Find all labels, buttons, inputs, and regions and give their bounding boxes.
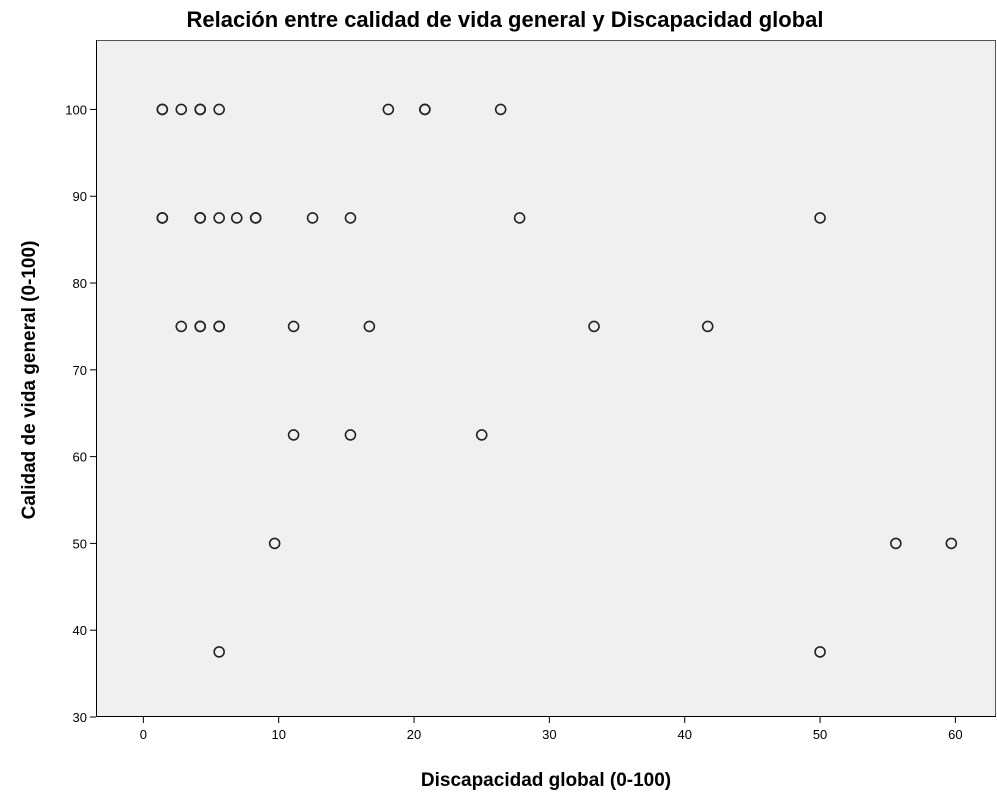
data-points bbox=[156, 103, 958, 658]
chart-title: Relación entre calidad de vida general y… bbox=[186, 7, 823, 32]
x-tick-label: 10 bbox=[271, 727, 285, 742]
data-point bbox=[213, 212, 225, 224]
data-point bbox=[213, 103, 225, 116]
x-tick-label: 60 bbox=[948, 727, 962, 742]
data-point bbox=[213, 646, 225, 658]
data-point bbox=[513, 212, 526, 224]
y-tick-label: 70 bbox=[73, 363, 87, 378]
data-point bbox=[156, 103, 169, 116]
x-tick-label: 20 bbox=[407, 727, 421, 742]
x-tick-label: 30 bbox=[542, 727, 556, 742]
y-tick-label: 80 bbox=[73, 276, 87, 291]
y-axis-label: Calidad de vida general (0-100) bbox=[19, 241, 40, 520]
x-axis-label: Discapacidad global (0-100) bbox=[421, 770, 671, 791]
data-point bbox=[494, 103, 507, 116]
data-point bbox=[175, 103, 188, 116]
data-point bbox=[194, 103, 207, 116]
data-point bbox=[890, 537, 902, 550]
plot-area bbox=[96, 40, 996, 717]
data-point bbox=[306, 212, 319, 224]
x-tick-label: 50 bbox=[813, 727, 827, 742]
data-point bbox=[419, 103, 431, 116]
data-point bbox=[194, 320, 207, 333]
y-tick-label: 100 bbox=[65, 102, 87, 117]
data-point bbox=[344, 429, 357, 441]
data-point bbox=[287, 320, 300, 333]
x-axis-ticks: 0 10 20 30 40 50 60 bbox=[140, 717, 963, 742]
data-point bbox=[814, 212, 826, 224]
data-point bbox=[701, 320, 714, 333]
data-point bbox=[588, 320, 600, 333]
data-point bbox=[249, 212, 262, 224]
x-tick-label: 40 bbox=[677, 727, 691, 742]
data-point bbox=[814, 646, 826, 658]
data-point bbox=[363, 320, 376, 333]
data-point bbox=[475, 429, 488, 441]
x-tick-label: 0 bbox=[140, 727, 147, 742]
y-tick-label: 50 bbox=[73, 536, 87, 551]
y-tick-label: 40 bbox=[73, 623, 87, 638]
data-point bbox=[382, 103, 395, 116]
data-point bbox=[194, 212, 207, 224]
data-point bbox=[175, 320, 188, 333]
y-tick-label: 60 bbox=[73, 450, 87, 465]
data-point bbox=[344, 212, 357, 224]
y-axis-ticks: 30 40 50 60 70 80 90 100 bbox=[65, 102, 96, 725]
data-point bbox=[230, 212, 243, 224]
data-point bbox=[287, 429, 300, 441]
y-tick-label: 30 bbox=[73, 710, 87, 725]
data-point bbox=[213, 320, 225, 333]
data-point bbox=[268, 537, 281, 550]
y-tick-label: 90 bbox=[73, 189, 87, 204]
data-point bbox=[156, 212, 169, 224]
data-point bbox=[945, 537, 958, 550]
